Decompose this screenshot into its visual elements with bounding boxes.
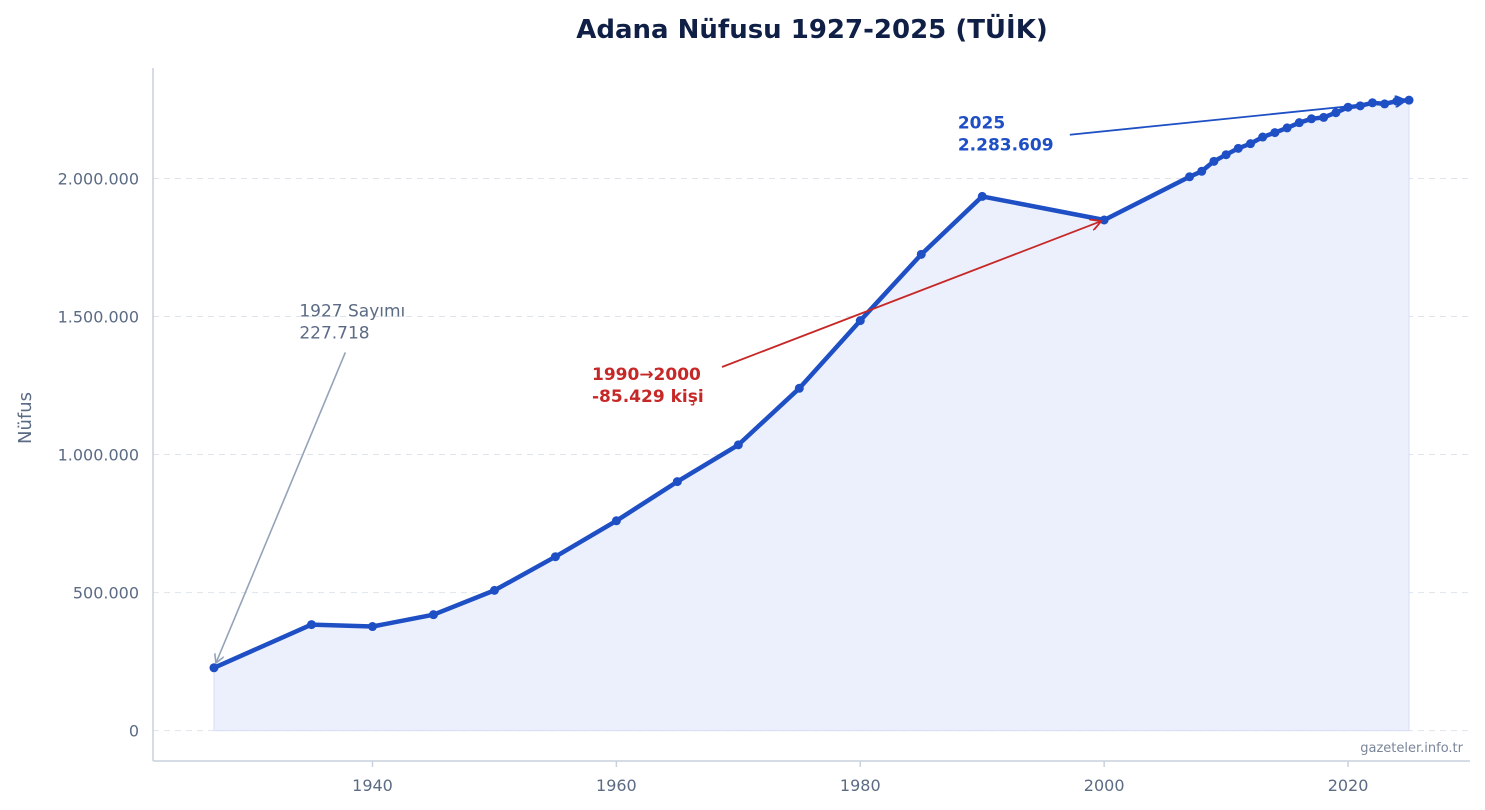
annotation-drop: 1990→2000 -85.429 kişi (592, 221, 1100, 407)
data-point (611, 516, 621, 526)
data-point (1185, 172, 1195, 182)
data-point (733, 440, 743, 450)
population-area-fill (213, 99, 1410, 732)
data-point (977, 191, 987, 201)
x-tick-label: 2000 (1084, 776, 1125, 795)
annotation-arrow (721, 221, 1100, 368)
data-point (1380, 99, 1390, 109)
data-point (855, 316, 865, 326)
y-tick-labels: 0 500.000 1.000.000 1.500.000 2.000.000 (58, 169, 139, 740)
data-point (368, 622, 377, 632)
annotations: 1927 Sayımı 227.718 1990→2000 -85.429 kişi 2… (216, 101, 1405, 663)
x-tick-label: 1960 (596, 776, 637, 795)
data-point (1233, 143, 1243, 153)
data-point (1306, 114, 1316, 124)
data-point (1258, 132, 1268, 142)
data-point (1367, 98, 1377, 108)
annotation-last: 2025 2.283.609 (958, 101, 1405, 156)
data-point (1197, 166, 1207, 176)
y-tick-label: 0 (129, 722, 139, 741)
y-axis-label: Nüfus (15, 392, 36, 444)
data-point (428, 610, 438, 620)
annotation-text: 2025 2.283.609 (958, 114, 1054, 156)
y-tick-label: 1.500.000 (58, 307, 139, 326)
annotation-line: -85.429 kişi (592, 387, 704, 407)
annotation-line: 227.718 (299, 323, 369, 343)
data-point (489, 585, 499, 595)
data-point (1331, 108, 1341, 118)
annotation-first: 1927 Sayımı 227.718 (216, 301, 405, 662)
data-point (209, 663, 219, 673)
data-point (1270, 128, 1280, 138)
x-tick-label: 1980 (840, 776, 881, 795)
y-tick-label: 2.000.000 (58, 169, 139, 188)
annotation-line: 1927 Sayımı (299, 301, 405, 321)
data-point (1282, 123, 1292, 133)
data-point (550, 552, 560, 562)
annotation-arrow (1069, 101, 1405, 136)
data-point (1221, 150, 1231, 160)
data-point (1209, 156, 1219, 166)
y-tick-label: 1.000.000 (58, 446, 139, 465)
data-point (307, 620, 317, 630)
chart-title: Adana Nüfusu 1927-2025 (TÜİK) (576, 12, 1048, 45)
data-point (1319, 112, 1329, 122)
data-point (794, 383, 804, 393)
data-point (672, 477, 682, 487)
annotation-text: 1990→2000 -85.429 kişi (592, 365, 704, 407)
data-point (1246, 139, 1255, 149)
annotation-line: 2.283.609 (958, 136, 1054, 156)
data-point (916, 249, 926, 259)
y-tick-label: 500.000 (73, 584, 139, 603)
annotation-line: 1990→2000 (592, 365, 701, 385)
data-point (1294, 118, 1304, 128)
watermark: gazeteler.info.tr (1360, 741, 1463, 756)
x-tick-labels: 1940 1960 1980 2000 2020 (352, 761, 1368, 795)
data-point (1099, 215, 1109, 225)
annotation-arrow (216, 352, 347, 662)
annotation-line: 2025 (958, 114, 1005, 134)
x-tick-label: 2020 (1328, 776, 1369, 795)
annotation-text: 1927 Sayımı 227.718 (299, 301, 405, 343)
data-point (1404, 95, 1414, 105)
x-tick-label: 1940 (352, 776, 393, 795)
